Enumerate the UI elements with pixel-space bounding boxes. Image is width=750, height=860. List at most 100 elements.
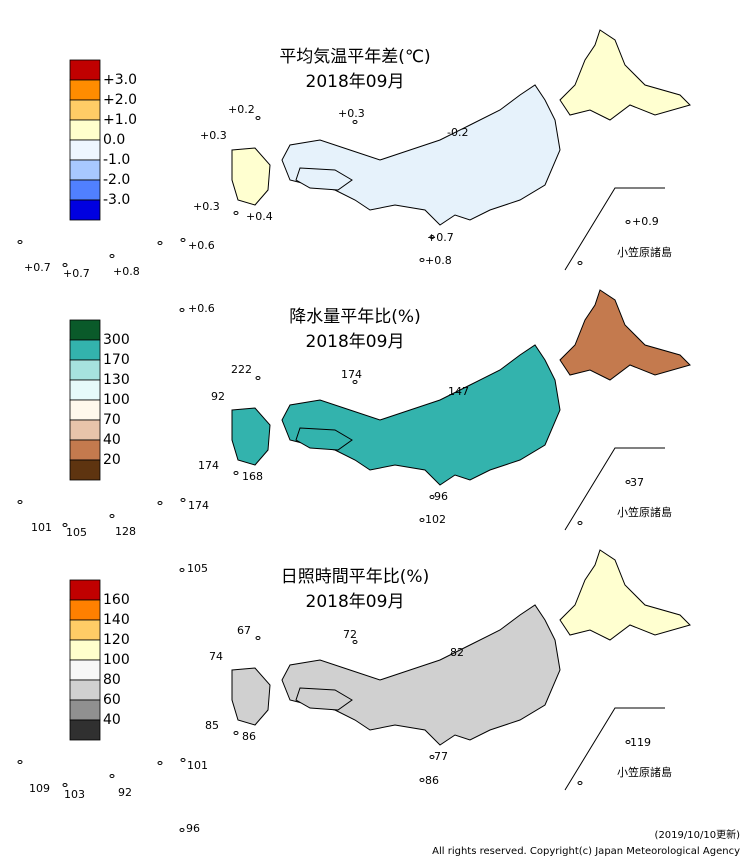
islet	[62, 783, 68, 787]
inset-frame	[564, 707, 665, 791]
legend-swatch	[69, 579, 101, 601]
station-value: 92	[118, 786, 132, 799]
legend-label: +3.0	[103, 72, 137, 88]
region-label: 小笠原諸島	[617, 765, 672, 779]
legend-swatch	[69, 699, 101, 721]
islet	[17, 760, 23, 764]
map-panel: 小笠原諸島 降水量平年比(%) 2018年09月 300 170 130 100 70 40 20	[17, 289, 691, 572]
legend-label: -1.0	[103, 152, 130, 168]
legend-swatch	[69, 339, 101, 361]
map-panel: 小笠原諸島 平均気温平年差(℃) 2018年09月 +3.0 +2.0 +1.0 0.0 -1…	[17, 29, 691, 312]
station-value: 102	[425, 513, 446, 526]
legend-swatch	[69, 679, 101, 701]
land-shikoku	[295, 687, 353, 711]
station-value: 101	[187, 759, 208, 772]
islet	[429, 755, 435, 759]
islet	[180, 498, 186, 502]
legend-swatch	[69, 319, 101, 341]
islet	[179, 308, 185, 312]
legend-swatch	[69, 119, 101, 141]
islet	[233, 731, 239, 735]
islet	[62, 523, 68, 527]
legend-label: -3.0	[103, 192, 130, 208]
legend-swatch	[69, 639, 101, 661]
islet	[577, 781, 583, 785]
islet	[352, 380, 358, 384]
legend-swatch	[69, 459, 101, 481]
legend-label: 0.0	[103, 132, 125, 148]
panel-title: 平均気温平年差(℃)	[279, 47, 430, 67]
islet	[352, 640, 358, 644]
legend-label: 40	[103, 432, 121, 448]
station-value: +0.8	[113, 265, 140, 278]
station-value: 72	[343, 628, 357, 641]
islet	[577, 521, 583, 525]
station-value: +0.7	[63, 267, 90, 280]
legend-label: 160	[103, 592, 130, 608]
legend-swatch	[69, 379, 101, 401]
islet	[255, 116, 261, 120]
legend-swatch	[69, 179, 101, 201]
islet	[157, 501, 163, 505]
legend-swatch	[69, 399, 101, 421]
station-value: 86	[425, 774, 439, 787]
station-value: 37	[630, 476, 644, 489]
panel-month: 2018年09月	[306, 332, 405, 352]
inset-frame	[564, 447, 665, 531]
station-value: 168	[242, 470, 263, 483]
islet	[179, 828, 185, 832]
islet	[577, 261, 583, 265]
islet	[233, 471, 239, 475]
islet	[109, 774, 115, 778]
region-label: 小笠原諸島	[617, 505, 672, 519]
legend-swatch	[69, 199, 101, 221]
islet	[352, 120, 358, 124]
legend-swatch	[69, 99, 101, 121]
land-kyushu	[231, 667, 271, 726]
islet	[429, 495, 435, 499]
islet	[419, 778, 425, 782]
station-value: 96	[186, 822, 200, 835]
station-value: 82	[450, 646, 464, 659]
islet	[233, 211, 239, 215]
islet	[62, 263, 68, 267]
station-value: +0.7	[24, 261, 51, 274]
islet	[109, 514, 115, 518]
station-value: +0.3	[193, 200, 220, 213]
legend-label: 100	[103, 392, 130, 408]
legend-label: 60	[103, 692, 121, 708]
islet	[419, 258, 425, 262]
land-hokkaido	[559, 549, 691, 641]
islet	[625, 220, 631, 224]
station-value: +0.2	[228, 103, 255, 116]
station-value: 101	[31, 521, 52, 534]
legend-swatch	[69, 619, 101, 641]
legend-label: 100	[103, 652, 130, 668]
station-value: +0.9	[632, 215, 659, 228]
legend-label: 120	[103, 632, 130, 648]
legend-swatch	[69, 159, 101, 181]
station-value: +0.8	[425, 254, 452, 267]
station-value: +0.3	[338, 107, 365, 120]
legend-label: -2.0	[103, 172, 130, 188]
station-value: 174	[198, 459, 219, 472]
legend-label: 20	[103, 452, 121, 468]
station-value: -0.2	[447, 126, 468, 139]
islet	[157, 761, 163, 765]
station-value: +0.3	[200, 129, 227, 142]
islet	[17, 500, 23, 504]
legend-swatch	[69, 139, 101, 161]
update-note: (2019/10/10更新)	[655, 828, 741, 841]
legend-label: +2.0	[103, 92, 137, 108]
panel-month: 2018年09月	[306, 592, 405, 612]
legend-swatch	[69, 599, 101, 621]
land-kyushu	[231, 147, 271, 206]
land-kyushu	[231, 407, 271, 466]
station-value: 103	[64, 788, 85, 801]
legend-label: 70	[103, 412, 121, 428]
islet	[17, 240, 23, 244]
islet	[180, 238, 186, 242]
islet	[625, 480, 631, 484]
legend-swatch	[69, 359, 101, 381]
